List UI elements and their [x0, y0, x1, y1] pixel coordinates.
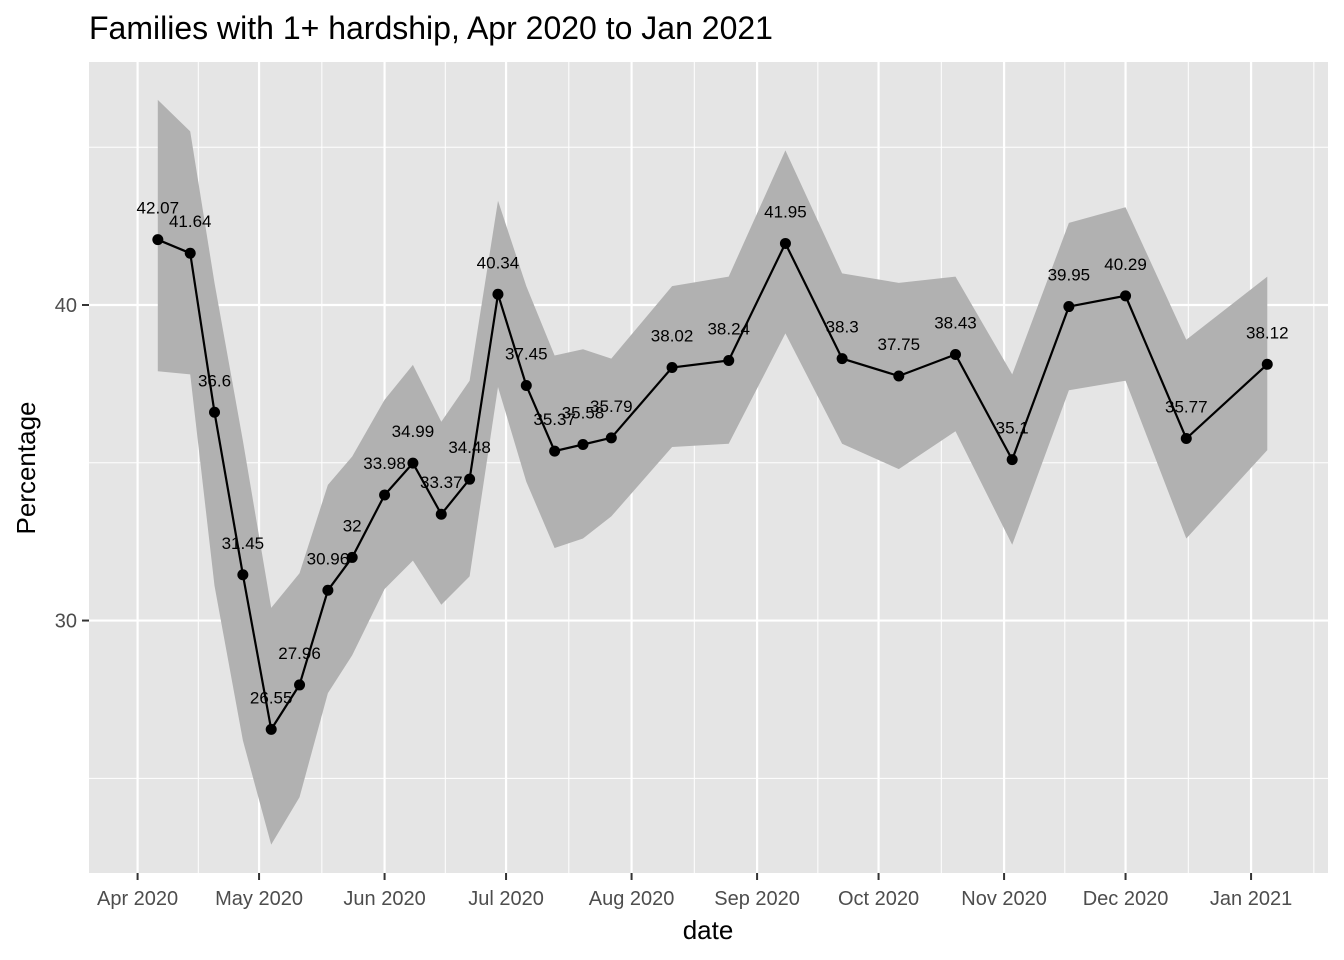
- data-point: [152, 234, 164, 246]
- data-label: 36.6: [198, 371, 231, 390]
- data-point: [549, 445, 561, 457]
- data-label: 35.37: [533, 410, 576, 429]
- data-point: [1006, 454, 1018, 466]
- data-point: [407, 457, 419, 469]
- data-point: [723, 355, 735, 367]
- data-label: 42.07: [137, 199, 180, 218]
- data-label: 40.34: [477, 253, 520, 272]
- series-line: [157, 238, 1269, 733]
- data-point: [435, 508, 447, 520]
- data-point: [1261, 358, 1273, 370]
- data-label: 37.75: [878, 335, 921, 354]
- data-label: 31.45: [222, 534, 265, 553]
- data-label: 35.58: [562, 403, 605, 422]
- x-tick-label: Jan 2021: [1210, 888, 1292, 910]
- data-point: [184, 247, 196, 259]
- data-point: [949, 349, 961, 361]
- x-tick-label: Oct 2020: [838, 888, 919, 910]
- data-points: [152, 234, 1273, 735]
- x-axis: Apr 2020 May 2020 Jun 2020 Jul 2020 Aug 2020…: [97, 873, 1292, 910]
- data-label: 41.64: [169, 212, 212, 231]
- data-label: 35.79: [590, 397, 633, 416]
- data-label: 38.43: [934, 314, 977, 333]
- data-point: [577, 438, 589, 450]
- data-label: 37.45: [505, 344, 548, 363]
- data-point: [492, 288, 504, 300]
- x-tick-label: May 2020: [215, 888, 303, 910]
- y-tick-label: 40: [55, 295, 77, 317]
- data-label: 26.55: [250, 688, 293, 707]
- data-point: [464, 473, 476, 485]
- data-label: 34.48: [448, 438, 491, 457]
- data-label: 33.98: [363, 454, 406, 473]
- data-label: 35.1: [996, 419, 1029, 438]
- data-point: [322, 584, 334, 596]
- data-point: [379, 489, 391, 501]
- data-label: 32: [343, 516, 362, 535]
- x-tick-label: Aug 2020: [589, 888, 675, 910]
- x-axis-title: date: [683, 915, 734, 945]
- data-label: 27.96: [278, 644, 321, 663]
- data-label: 33.37: [420, 473, 463, 492]
- data-point: [1120, 290, 1132, 302]
- data-point: [237, 569, 249, 581]
- data-point: [294, 679, 306, 691]
- data-point: [779, 237, 791, 249]
- data-label: 34.99: [392, 422, 435, 441]
- x-tick-label: Jul 2020: [468, 888, 544, 910]
- data-point: [209, 406, 221, 418]
- data-point: [1180, 432, 1192, 444]
- data-label: 38.02: [651, 326, 694, 345]
- data-label: 40.29: [1104, 255, 1147, 274]
- data-label: 41.95: [764, 202, 807, 221]
- data-label: 38.3: [826, 318, 859, 337]
- data-label: 30.96: [307, 549, 350, 568]
- x-tick-label: Jun 2020: [343, 888, 425, 910]
- data-label: 38.24: [707, 320, 750, 339]
- data-point: [605, 432, 617, 444]
- y-axis: 30 40: [55, 295, 89, 633]
- data-point: [666, 361, 678, 373]
- data-label: 38.12: [1246, 323, 1289, 342]
- data-point: [265, 723, 277, 735]
- data-point: [893, 370, 905, 382]
- x-tick-label: Apr 2020: [97, 888, 178, 910]
- x-tick-label: Dec 2020: [1083, 888, 1169, 910]
- confidence-ribbon: [157, 99, 1268, 845]
- y-axis-title: Percentage: [11, 402, 41, 535]
- data-point: [836, 353, 848, 365]
- data-label: 35.77: [1165, 397, 1208, 416]
- data-point: [520, 379, 532, 391]
- minor-gridlines: [89, 62, 1328, 873]
- x-tick-label: Nov 2020: [961, 888, 1047, 910]
- y-tick-label: 30: [55, 611, 77, 633]
- data-label: 39.95: [1048, 266, 1091, 285]
- chart-title: Families with 1+ hardship, Apr 2020 to J…: [89, 10, 773, 46]
- data-point: [1063, 301, 1075, 313]
- data-point: [346, 551, 358, 563]
- x-tick-label: Sep 2020: [714, 888, 800, 910]
